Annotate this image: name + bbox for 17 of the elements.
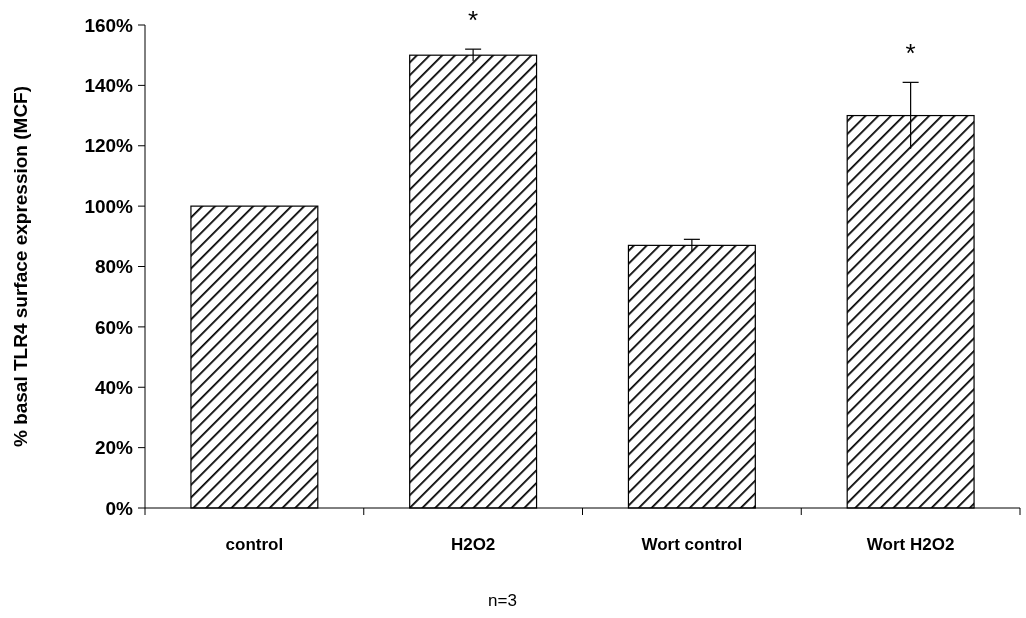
y-tick-label: 100% xyxy=(84,195,134,217)
y-axis-title: % basal TLR4 surface expression (MCF) xyxy=(10,85,31,448)
annotation: * xyxy=(468,5,479,36)
annotation: * xyxy=(905,38,916,69)
y-tick-label: 60% xyxy=(94,316,134,338)
y-tick-label: 0% xyxy=(105,497,134,519)
y-tick-label: 40% xyxy=(94,376,134,398)
x-tick-label: H2O2 xyxy=(450,535,496,554)
x-tick-label: Wort control xyxy=(641,535,743,554)
x-tick-label: control xyxy=(225,535,284,554)
y-tick-label: 140% xyxy=(84,75,134,97)
y-tick-label: 160% xyxy=(84,14,134,36)
y-tick-label: 20% xyxy=(94,437,134,459)
y-tick-label: 80% xyxy=(94,256,134,278)
x-axis-title: n=3 xyxy=(488,591,517,610)
y-tick-label: 120% xyxy=(84,135,134,157)
x-tick-label: Wort H2O2 xyxy=(866,535,955,554)
